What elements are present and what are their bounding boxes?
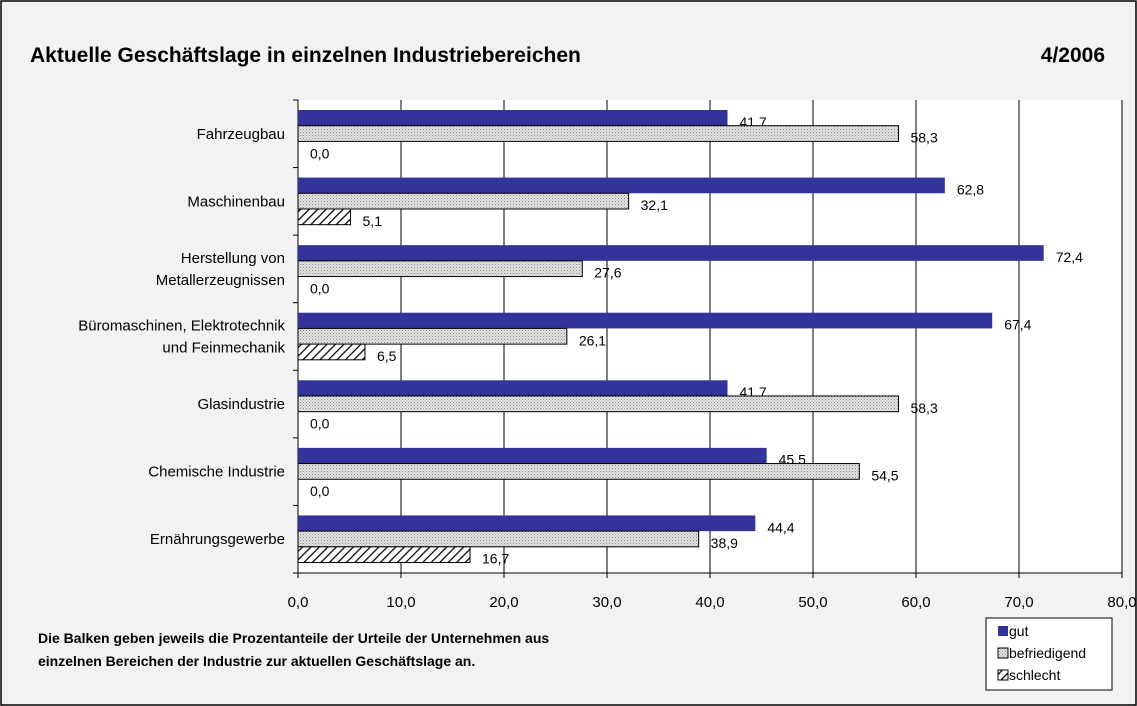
y-tick-label: Ernährungsgewerbe	[150, 531, 285, 548]
bar	[297, 327, 568, 345]
x-tick-label: 20,0	[489, 594, 518, 611]
bar	[297, 343, 366, 361]
bar	[298, 515, 756, 532]
value-label: 6,5	[377, 348, 397, 364]
legend-label: befriedigend	[1009, 645, 1086, 661]
value-label: 38,9	[711, 535, 738, 551]
bar	[297, 530, 700, 548]
value-label: 0,0	[310, 483, 330, 499]
bar	[298, 245, 1044, 261]
value-label: 67,4	[1004, 317, 1031, 333]
bar	[298, 177, 945, 194]
x-tick-label: 70,0	[1004, 594, 1033, 611]
legend-swatch	[998, 626, 1008, 636]
note: einzelnen Bereichen der Industrie zur ak…	[38, 653, 475, 669]
bar	[297, 395, 899, 413]
y-tick-label: Maschinenbau	[187, 193, 285, 210]
value-label: 0,0	[310, 280, 330, 296]
bar	[297, 463, 860, 480]
value-label: 72,4	[1056, 249, 1083, 265]
chart-title: Aktuelle Geschäftslage in einzelnen Indu…	[30, 44, 581, 67]
chart-subtitle: 4/2006	[1041, 44, 1105, 67]
value-label: 0,0	[310, 145, 330, 161]
value-label: 44,4	[767, 519, 794, 535]
x-tick-label: 50,0	[798, 594, 827, 611]
y-tick-label: Fahrzeugbau	[197, 126, 285, 143]
bar	[298, 312, 993, 329]
value-label: 16,7	[482, 551, 509, 567]
legend-swatch	[997, 647, 1009, 659]
value-label: 27,6	[594, 265, 621, 281]
x-tick-label: 0,0	[288, 594, 309, 611]
x-tick-label: 40,0	[695, 594, 724, 611]
value-label: 32,1	[641, 197, 668, 213]
bar	[297, 546, 471, 564]
y-tick-label: Büromaschinen, Elektrotechnik und Feinmec…	[78, 318, 285, 357]
value-label: 26,1	[579, 332, 606, 348]
bar	[298, 380, 728, 396]
bar	[298, 447, 767, 464]
bar	[297, 125, 899, 142]
x-tick-label: 80,0	[1107, 594, 1136, 611]
value-label: 0,0	[310, 416, 330, 432]
y-tick-label: Chemische Industrie	[148, 464, 285, 481]
y-tick-label: Glasindustrie	[197, 396, 285, 413]
value-label: 58,3	[910, 130, 937, 146]
value-label: 5,1	[363, 213, 383, 229]
note: Die Balken geben jeweils die Prozentante…	[38, 630, 549, 646]
x-tick-label: 30,0	[592, 594, 621, 611]
x-tick-label: 60,0	[901, 594, 930, 611]
bar	[297, 260, 583, 278]
legend-label: schlecht	[1009, 667, 1060, 683]
y-tick-label: Herstellung von Metallerzeugnissen	[156, 250, 285, 289]
bar	[297, 208, 352, 226]
x-tick-label: 10,0	[386, 594, 415, 611]
value-label: 62,8	[957, 181, 984, 197]
value-label: 58,3	[910, 400, 937, 416]
bar	[298, 110, 728, 126]
value-label: 54,5	[871, 467, 898, 483]
bar	[297, 192, 630, 210]
legend-swatch	[997, 669, 1009, 681]
legend-label: gut	[1009, 623, 1029, 639]
